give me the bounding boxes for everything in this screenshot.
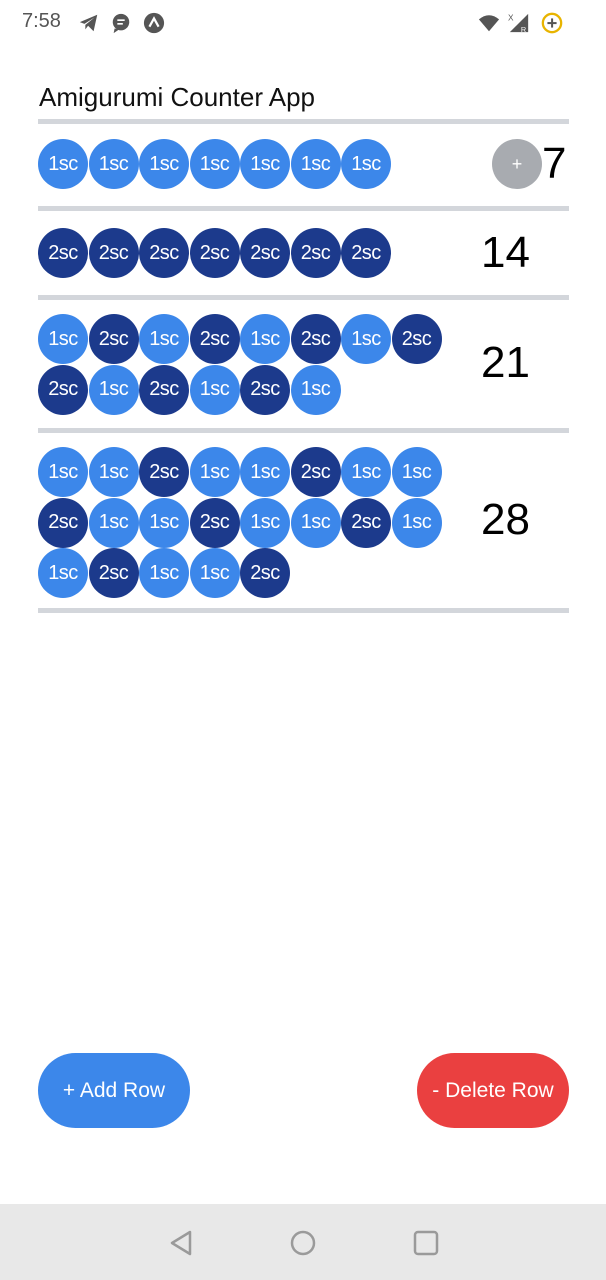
stitch-2sc[interactable]: 2sc bbox=[290, 314, 341, 364]
stitch-2sc[interactable]: 2sc bbox=[139, 447, 189, 497]
navigation-bar bbox=[0, 1204, 606, 1280]
stitch-1sc[interactable]: 1sc bbox=[38, 548, 88, 598]
row-count: 21 bbox=[481, 338, 530, 387]
stitch-2sc[interactable]: 2sc bbox=[88, 228, 139, 278]
stitch-1sc[interactable]: 1sc bbox=[88, 139, 139, 189]
stitch-1sc[interactable]: 1sc bbox=[189, 548, 240, 598]
delete-row-button[interactable]: - Delete Row bbox=[417, 1053, 569, 1128]
stitch-2sc[interactable]: 2sc bbox=[189, 497, 240, 548]
stitch-1sc[interactable]: 1sc bbox=[38, 314, 88, 364]
stitch-1sc[interactable]: 1sc bbox=[189, 139, 240, 189]
chat-icon bbox=[112, 13, 130, 34]
svg-text:X: X bbox=[508, 13, 514, 22]
stitch-2sc[interactable]: 2sc bbox=[38, 228, 88, 278]
stitch-2sc[interactable]: 2sc bbox=[38, 497, 88, 548]
recents-icon[interactable] bbox=[413, 1230, 439, 1256]
stitch-1sc[interactable]: 1sc bbox=[139, 139, 189, 189]
row-count: 7 bbox=[542, 139, 567, 188]
stitch-1sc[interactable]: 1sc bbox=[240, 314, 290, 364]
stitch-2sc[interactable]: 2sc bbox=[38, 364, 88, 415]
stitch-list: 2sc 2sc 2sc 2sc 2sc 2sc 2sc bbox=[38, 228, 458, 279]
row-2: 2sc 2sc 2sc 2sc 2sc 2sc 2sc 14 bbox=[38, 228, 569, 280]
signal-icon: X R bbox=[508, 13, 529, 34]
status-time: 7:58 bbox=[22, 10, 61, 32]
stitch-2sc[interactable]: 2sc bbox=[189, 314, 240, 364]
battery-saver-icon bbox=[541, 12, 563, 34]
stitch-2sc[interactable]: 2sc bbox=[88, 548, 139, 598]
stitch-2sc[interactable]: 2sc bbox=[240, 228, 290, 278]
stitch-2sc[interactable]: 2sc bbox=[139, 228, 189, 278]
add-stitch-button[interactable]: + bbox=[492, 139, 542, 189]
stitch-list: 1sc 1sc 2sc 1sc 1sc 2sc 1sc 1sc 2sc 1sc 1sc 2sc 1sc 1… bbox=[38, 447, 458, 599]
row-count: 14 bbox=[481, 228, 530, 277]
wifi-icon bbox=[478, 15, 500, 32]
stitch-1sc[interactable]: 1sc bbox=[240, 497, 290, 548]
divider bbox=[38, 428, 569, 433]
stitch-1sc[interactable]: 1sc bbox=[391, 447, 442, 497]
page-title: Amigurumi Counter App bbox=[39, 82, 316, 112]
status-bar: 7:58 X R bbox=[0, 0, 606, 46]
row-count: 28 bbox=[481, 495, 530, 544]
stitch-1sc[interactable]: 1sc bbox=[240, 139, 290, 189]
stitch-1sc[interactable]: 1sc bbox=[139, 314, 189, 364]
home-icon[interactable] bbox=[290, 1230, 316, 1256]
stitch-2sc[interactable]: 2sc bbox=[341, 497, 391, 548]
divider bbox=[38, 206, 569, 211]
stitch-2sc[interactable]: 2sc bbox=[189, 228, 240, 278]
stitch-2sc[interactable]: 2sc bbox=[391, 314, 442, 364]
stitch-1sc[interactable]: 1sc bbox=[290, 364, 341, 415]
stitch-1sc[interactable]: 1sc bbox=[38, 447, 88, 497]
stitch-1sc[interactable]: 1sc bbox=[189, 447, 240, 497]
svg-text:R: R bbox=[521, 25, 526, 34]
stitch-2sc[interactable]: 2sc bbox=[290, 447, 341, 497]
stitch-2sc[interactable]: 2sc bbox=[88, 314, 139, 364]
stitch-1sc[interactable]: 1sc bbox=[341, 447, 391, 497]
stitch-1sc[interactable]: 1sc bbox=[88, 447, 139, 497]
stitch-1sc[interactable]: 1sc bbox=[240, 447, 290, 497]
divider bbox=[38, 119, 569, 124]
row-4: 1sc 1sc 2sc 1sc 1sc 2sc 1sc 1sc 2sc 1sc 1sc 2sc 1sc 1… bbox=[38, 447, 569, 601]
row-1: 1sc 1sc 1sc 1sc 1sc 1sc 1sc + 7 bbox=[38, 139, 569, 191]
stitch-list: 1sc 1sc 1sc 1sc 1sc 1sc 1sc bbox=[38, 139, 458, 190]
divider bbox=[38, 295, 569, 300]
back-icon[interactable] bbox=[168, 1230, 194, 1256]
stitch-list: 1sc 2sc 1sc 2sc 1sc 2sc 1sc 2sc 2sc 1sc 2sc 1sc 2sc 1… bbox=[38, 314, 458, 415]
stitch-2sc[interactable]: 2sc bbox=[240, 364, 290, 415]
stitch-1sc[interactable]: 1sc bbox=[391, 497, 442, 548]
stitch-1sc[interactable]: 1sc bbox=[341, 314, 391, 364]
stitch-2sc[interactable]: 2sc bbox=[240, 548, 290, 598]
stitch-1sc[interactable]: 1sc bbox=[139, 497, 189, 548]
add-row-button[interactable]: + Add Row bbox=[38, 1053, 190, 1128]
stitch-1sc[interactable]: 1sc bbox=[290, 139, 341, 189]
stitch-1sc[interactable]: 1sc bbox=[290, 497, 341, 548]
divider bbox=[38, 608, 569, 613]
stitch-2sc[interactable]: 2sc bbox=[139, 364, 189, 415]
app-icon bbox=[143, 12, 165, 34]
telegram-icon bbox=[79, 14, 98, 32]
stitch-1sc[interactable]: 1sc bbox=[88, 497, 139, 548]
row-3: 1sc 2sc 1sc 2sc 1sc 2sc 1sc 2sc 2sc 1sc 2sc 1sc 2sc 1… bbox=[38, 314, 569, 418]
stitch-1sc[interactable]: 1sc bbox=[139, 548, 189, 598]
stitch-1sc[interactable]: 1sc bbox=[88, 364, 139, 415]
stitch-1sc[interactable]: 1sc bbox=[341, 139, 391, 189]
stitch-2sc[interactable]: 2sc bbox=[290, 228, 341, 278]
stitch-2sc[interactable]: 2sc bbox=[341, 228, 391, 278]
stitch-1sc[interactable]: 1sc bbox=[189, 364, 240, 415]
stitch-1sc[interactable]: 1sc bbox=[38, 139, 88, 189]
